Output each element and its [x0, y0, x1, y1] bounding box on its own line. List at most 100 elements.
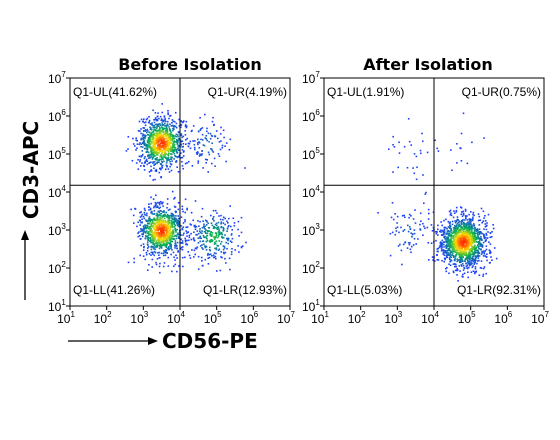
scatter-point — [152, 149, 154, 152]
scatter-point — [428, 212, 430, 215]
scatter-point — [457, 252, 459, 255]
scatter-point — [169, 216, 171, 219]
scatter-point — [237, 245, 239, 247]
scatter-point — [449, 223, 451, 225]
scatter-point — [447, 238, 450, 240]
scatter-point — [171, 135, 173, 138]
scatter-point — [171, 226, 174, 229]
scatter-point — [160, 133, 163, 135]
scatter-point — [137, 130, 140, 132]
scatter-point — [148, 218, 151, 220]
scatter-point — [166, 127, 168, 130]
scatter-point — [167, 157, 170, 160]
scatter-point — [178, 118, 180, 121]
scatter-point — [168, 171, 171, 173]
scatter-point — [154, 218, 156, 221]
scatter-point — [169, 208, 171, 211]
scatter-point — [450, 229, 453, 232]
scatter-point — [160, 202, 163, 205]
scatter-point — [164, 137, 166, 140]
scatter-point — [473, 237, 475, 239]
scatter-point — [169, 165, 171, 168]
scatter-point — [467, 232, 470, 234]
scatter-point — [163, 254, 165, 257]
scatter-point — [443, 233, 445, 236]
scatter-point — [155, 203, 157, 205]
scatter-point — [182, 155, 185, 157]
scatter-point — [149, 161, 151, 164]
scatter-point — [220, 221, 223, 223]
quadrant-label-lr: Q1-LR(92.31%) — [457, 283, 541, 297]
y-tick-label: 105 — [48, 146, 66, 162]
scatter-point — [205, 224, 208, 226]
scatter-point — [153, 167, 155, 170]
scatter-point — [152, 144, 154, 147]
scatter-point — [480, 207, 483, 210]
scatter-point — [156, 229, 159, 231]
scatter-point — [144, 209, 146, 212]
scatter-point — [198, 147, 201, 149]
scatter-point — [207, 171, 209, 173]
scatter-point — [483, 236, 486, 238]
scatter-point — [475, 256, 477, 258]
scatter-point — [159, 167, 161, 170]
scatter-point — [394, 233, 397, 236]
scatter-point — [462, 241, 465, 243]
scatter-point — [171, 148, 173, 151]
scatter-point — [221, 236, 223, 238]
scatter-point — [458, 256, 461, 259]
scatter-point — [151, 153, 153, 155]
scatter-point — [170, 225, 172, 227]
scatter-point — [216, 228, 219, 230]
scatter-point — [156, 224, 159, 227]
scatter-point — [215, 252, 217, 255]
scatter-point — [427, 242, 430, 244]
scatter-point — [459, 225, 461, 227]
scatter-point — [146, 232, 149, 234]
scatter-point — [430, 242, 433, 244]
scatter-point — [165, 232, 168, 234]
scatter-point — [159, 142, 162, 144]
scatter-point — [172, 142, 175, 144]
scatter-point — [194, 253, 196, 256]
scatter-point — [193, 256, 195, 258]
scatter-point — [435, 239, 437, 242]
scatter-point — [168, 158, 170, 161]
scatter-point — [155, 170, 158, 172]
scatter-point — [168, 144, 170, 147]
scatter-point — [182, 145, 184, 148]
scatter-point — [224, 251, 227, 254]
scatter-point — [412, 218, 415, 220]
scatter-point — [149, 207, 152, 210]
scatter-point — [454, 251, 457, 253]
scatter-point — [422, 234, 424, 236]
scatter-point — [153, 237, 156, 239]
scatter-point — [446, 230, 449, 233]
scatter-point — [160, 238, 162, 241]
scatter-point — [479, 237, 481, 240]
scatter-point — [395, 230, 398, 232]
scatter-point — [212, 218, 214, 220]
scatter-point — [156, 154, 159, 156]
scatter-point — [465, 242, 468, 244]
scatter-point — [201, 139, 204, 141]
scatter-point — [194, 228, 197, 230]
scatter-point — [144, 161, 146, 164]
scatter-point — [449, 258, 451, 261]
scatter-point — [177, 147, 179, 150]
scatter-point — [142, 138, 144, 141]
scatter-point — [176, 220, 178, 223]
scatter-point — [180, 216, 183, 218]
scatter-point — [183, 150, 185, 152]
scatter-point — [159, 215, 162, 217]
scatter-point — [139, 160, 141, 163]
scatter-point — [480, 235, 482, 238]
scatter-point — [160, 145, 163, 147]
scatter-point — [162, 124, 164, 126]
scatter-point — [448, 249, 451, 251]
scatter-point — [478, 255, 481, 257]
scatter-point — [157, 141, 159, 144]
scatter-point — [456, 232, 458, 234]
scatter-point — [184, 239, 187, 242]
scatter-point — [468, 258, 471, 261]
